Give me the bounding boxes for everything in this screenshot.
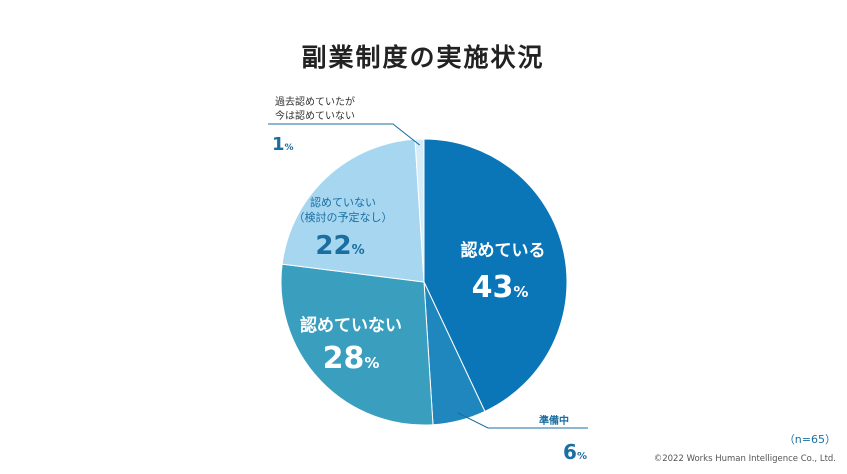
slice-value-0: 43% (472, 270, 529, 305)
slice-value-1: 6% (563, 440, 587, 464)
slice-label-4-line2: 今は認めていない (275, 109, 355, 122)
sample-size-note: （n=65） (784, 433, 836, 446)
slice-value-4: 1% (272, 134, 294, 155)
leader-line-1 (457, 412, 588, 429)
slice-label-3-line2: （検討の予定なし） (294, 210, 393, 224)
pie-slice-3 (281, 138, 425, 283)
pie-slice-4 (414, 138, 425, 283)
pie-slice-2 (280, 263, 434, 426)
slice-value-3: 22% (315, 231, 364, 261)
chart-title: 副業制度の実施状況 (301, 43, 544, 72)
slice-label-4-line1: 過去認めていたが (275, 95, 355, 108)
pie-slice-0 (423, 138, 568, 413)
slice-label-0: 認めている (461, 240, 546, 261)
slice-label-3-line1: 認めていない (310, 195, 376, 209)
slice-label-1: 準備中 (539, 414, 569, 427)
leader-line-4 (268, 123, 421, 146)
slice-label-2: 認めていない (300, 315, 402, 336)
copyright-note: ©2022 Works Human Intelligence Co., Ltd. (654, 454, 836, 464)
slice-value-2: 28% (323, 341, 380, 376)
